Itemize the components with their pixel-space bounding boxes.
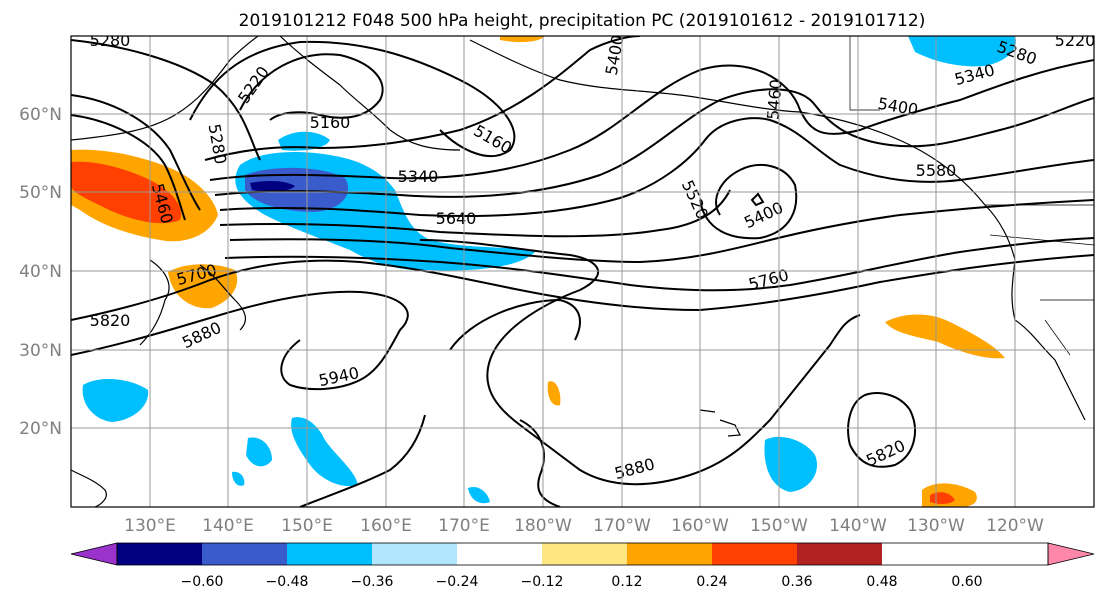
- precip-neg-kuril-core: [245, 167, 349, 212]
- contour-label: 5160: [310, 113, 351, 132]
- colorbar-tick-label: 0.36: [781, 574, 812, 590]
- colorbar-tick-label: −0.24: [436, 574, 479, 590]
- precip-neg-wpac-5: [232, 471, 245, 486]
- colorbar-extend-high: [1047, 542, 1095, 566]
- contour-label: 5220: [1055, 31, 1096, 50]
- colorbar-tick-label: −0.36: [351, 574, 394, 590]
- precip-pos-mid: [547, 381, 561, 406]
- precip-neg-wpac-4: [468, 486, 490, 504]
- colorbar-tick-label: −0.48: [266, 574, 309, 590]
- lon-label: 120°W: [986, 516, 1044, 536]
- colorbar-swatch: [627, 543, 712, 565]
- colorbar-swatch: [117, 543, 202, 565]
- lon-label: 160°E: [360, 516, 412, 536]
- colorbar: −0.60 −0.48 −0.36 −0.24 −0.12 0.12 0.24 …: [70, 542, 1095, 590]
- lat-label: 50°N: [19, 183, 62, 203]
- colorbar-tick-label: −0.60: [181, 574, 224, 590]
- colorbar-swatch: [542, 543, 627, 565]
- lon-label: 170°W: [593, 516, 651, 536]
- figure-title: 2019101212 F048 500 hPa height, precipit…: [239, 11, 926, 31]
- precip-neg-kuril-dark: [250, 181, 295, 192]
- lon-label: 150°W: [750, 516, 808, 536]
- precip-neg-hawaii-e: [764, 436, 818, 492]
- precip-pos-california: [885, 314, 1005, 359]
- colorbar-swatch: [712, 543, 797, 565]
- lon-label: 140°W: [829, 516, 887, 536]
- lon-label: 160°W: [671, 516, 729, 536]
- map-panel: 5280 5220 5280 5160 5160 5400 5460 5280 …: [70, 31, 1096, 508]
- colorbar-tick-label: 0.24: [696, 574, 727, 590]
- contour-label: 5340: [398, 167, 439, 186]
- colorbar-tick-label: 0.48: [866, 574, 897, 590]
- precip-neg-wpac-2: [291, 417, 358, 487]
- colorbar-swatch: [797, 543, 882, 565]
- precip-neg-wpac-3: [246, 437, 272, 467]
- precip-neg-alaska: [908, 36, 1016, 67]
- lon-label: 140°E: [202, 516, 254, 536]
- precip-pos-top: [500, 36, 545, 43]
- contour-label: 5460: [763, 78, 785, 120]
- precip-neg-bering: [278, 131, 330, 151]
- colorbar-ticks: −0.60 −0.48 −0.36 −0.24 −0.12 0.12 0.24 …: [181, 574, 983, 590]
- height-contours: [71, 36, 1094, 507]
- colorbar-extend-low: [70, 542, 118, 566]
- lat-label: 30°N: [19, 341, 62, 361]
- colorbar-frame: [116, 542, 1049, 566]
- lon-label: 130°W: [907, 516, 965, 536]
- colorbar-swatch: [372, 543, 457, 565]
- precip-shading: [71, 36, 1016, 507]
- precip-pos-japan: [168, 264, 238, 309]
- lon-label: 170°E: [438, 516, 490, 536]
- lat-label: 40°N: [19, 262, 62, 282]
- lon-label: 180°W: [514, 516, 572, 536]
- precip-neg-wpac-1: [82, 378, 149, 422]
- contour-label: 5820: [90, 311, 131, 330]
- longitude-labels: 130°E 140°E 150°E 160°E 170°E 180°W 170°…: [124, 516, 1044, 536]
- contour-label: 5640: [436, 209, 477, 228]
- colorbar-tick-label: −0.12: [521, 574, 564, 590]
- contour-label: 5280: [90, 31, 131, 50]
- colorbar-swatch: [202, 543, 287, 565]
- lat-label: 60°N: [19, 105, 62, 125]
- lat-label: 20°N: [19, 419, 62, 439]
- colorbar-tick-label: 0.12: [611, 574, 642, 590]
- colorbar-swatch: [457, 543, 542, 565]
- latitude-labels: 60°N 50°N 40°N 30°N 20°N: [19, 105, 62, 439]
- map-frame: [70, 35, 1095, 508]
- graticule: [71, 36, 1094, 507]
- colorbar-swatch: [287, 543, 372, 565]
- lon-label: 150°E: [281, 516, 333, 536]
- lon-label: 130°E: [124, 516, 176, 536]
- colorbar-tick-label: 0.60: [951, 574, 982, 590]
